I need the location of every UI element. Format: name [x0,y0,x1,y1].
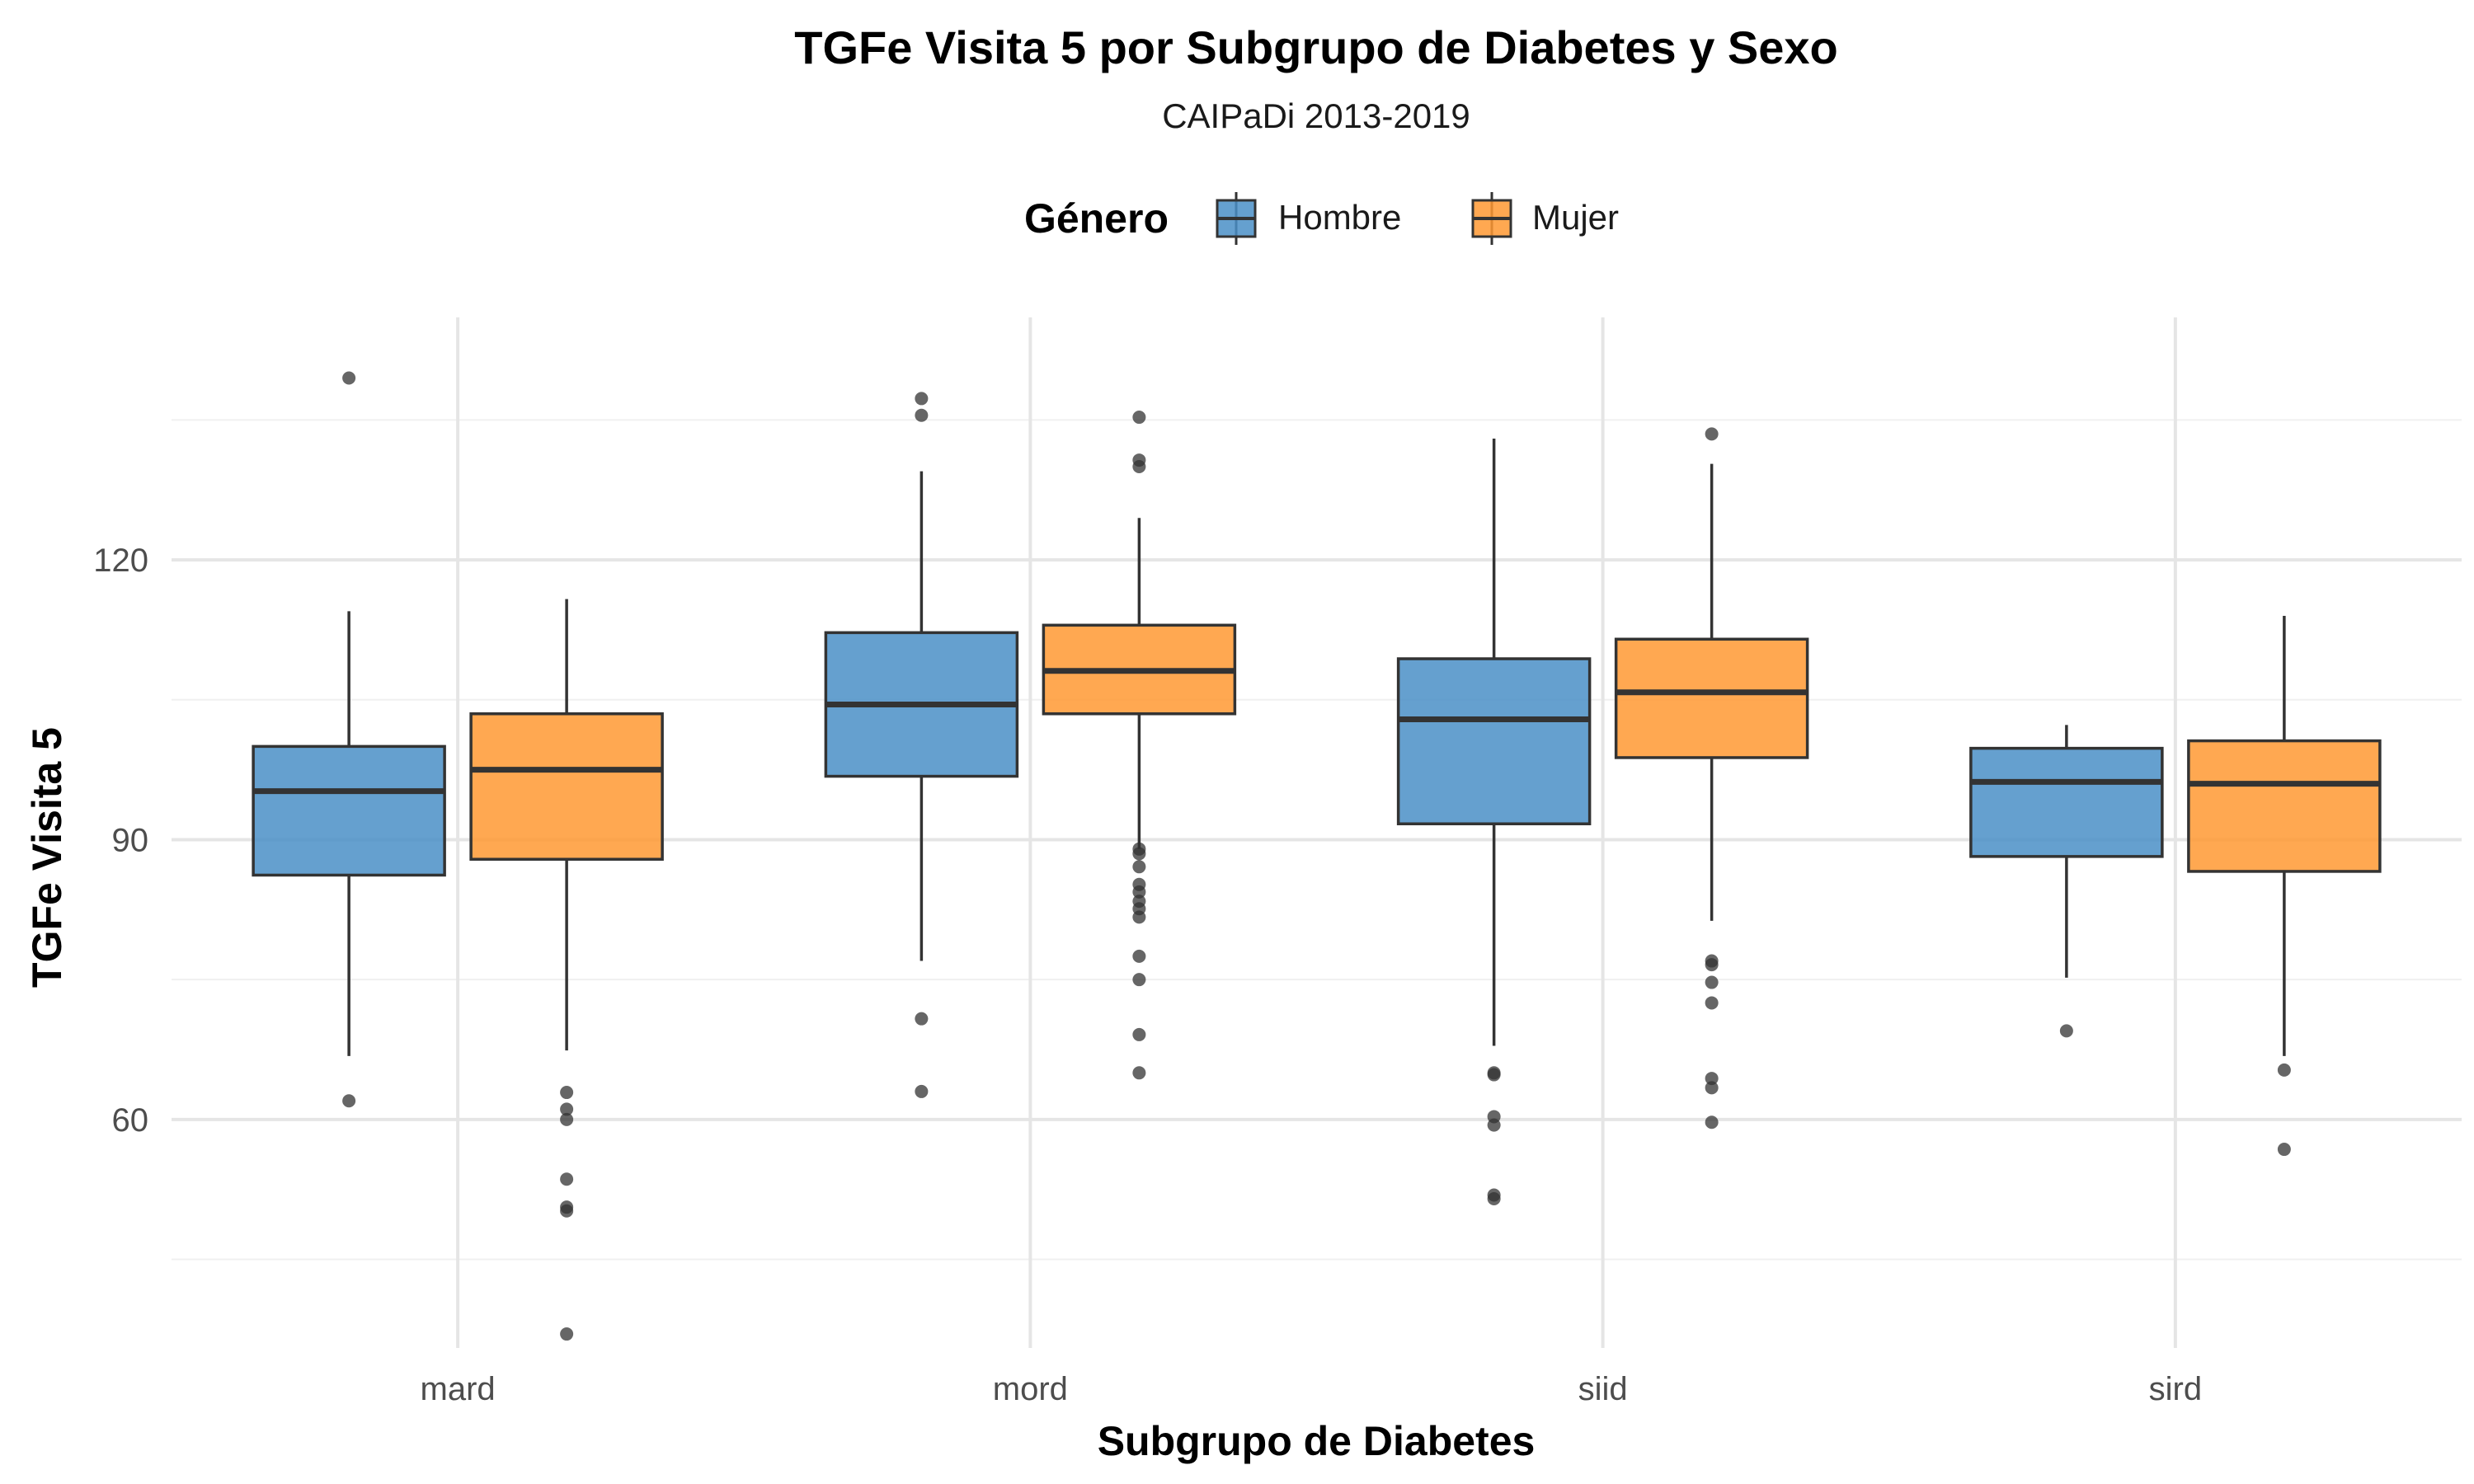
box-hombre-mord [824,392,1019,1098]
box-iqr [469,712,664,861]
outlier-point [915,1084,929,1098]
outlier-point [1705,1115,1719,1129]
chart-title: TGFe Visita 5 por Subgrupo de Diabetes y… [794,21,1838,73]
y-tick-label: 90 [112,822,149,858]
outlier-point [915,1012,929,1026]
box-iqr [1396,657,1592,826]
box-hombre-siid [1396,439,1592,1206]
box-iqr [1614,637,1809,759]
outlier-point [1132,860,1146,874]
legend-item-hombre: Hombre [1216,192,1401,245]
x-tick-label: mord [993,1371,1068,1407]
legend-label: Mujer [1532,198,1619,237]
outlier-point [915,408,929,422]
box-hombre-mard [252,371,446,1108]
y-tick-label: 120 [93,542,148,579]
outlier-point [342,371,356,385]
legend: Género Hombre Mujer [1024,192,1619,245]
outlier-point [560,1327,574,1341]
box-iqr [252,744,446,877]
outlier-point [1132,949,1146,963]
outlier-point [1132,877,1146,891]
outlier-point [1132,1066,1146,1080]
box-mujer-mord [1042,411,1237,1080]
legend-item-mujer: Mujer [1471,192,1619,245]
outlier-point [560,1200,574,1214]
chart-subtitle: CAIPaDi 2013-2019 [1162,96,1470,135]
box-hombre-sird [1969,725,2164,1038]
outlier-point [1132,895,1146,909]
outlier-point [1132,453,1146,467]
outlier-point [1487,1110,1501,1124]
x-tick-label: sird [2149,1371,2202,1407]
outlier-point [1705,975,1719,989]
outlier-point [1132,842,1146,856]
outlier-point [560,1102,574,1116]
outlier-point [1487,1188,1501,1202]
outlier-point [560,1172,574,1186]
x-axis-title: Subgrupo de Diabetes [1098,1418,1536,1464]
outlier-point [2277,1143,2291,1157]
plot-marks [252,371,2382,1341]
outlier-point [915,392,929,406]
outlier-point [342,1094,356,1108]
axis-ticks: 60 90 120 mard mord siid sird [93,542,2202,1407]
outlier-point [1132,411,1146,425]
box-mujer-siid [1614,427,1809,1129]
outlier-point [1705,996,1719,1010]
outlier-point [1705,1072,1719,1086]
outlier-point [1705,427,1719,441]
outlier-point [560,1086,574,1100]
outlier-point [1132,1027,1146,1041]
x-tick-label: mard [421,1371,496,1407]
legend-title: Género [1024,195,1169,242]
box-mujer-mard [469,599,664,1341]
outlier-point [1132,973,1146,987]
outlier-point [1705,954,1719,968]
outlier-point [2277,1063,2291,1077]
y-tick-label: 60 [112,1102,149,1139]
outlier-point [560,1112,574,1126]
x-tick-label: siid [1578,1371,1628,1407]
y-axis-title: TGFe Visita 5 [24,727,70,988]
outlier-point [1705,1081,1719,1095]
legend-label: Hombre [1278,198,1401,237]
plot-grid [172,317,2462,1348]
outlier-point [2059,1024,2073,1038]
box-mujer-sird [2187,615,2382,1157]
box-iqr [2187,739,2382,873]
outlier-point [1487,1066,1501,1080]
box-iqr [1969,746,2164,858]
